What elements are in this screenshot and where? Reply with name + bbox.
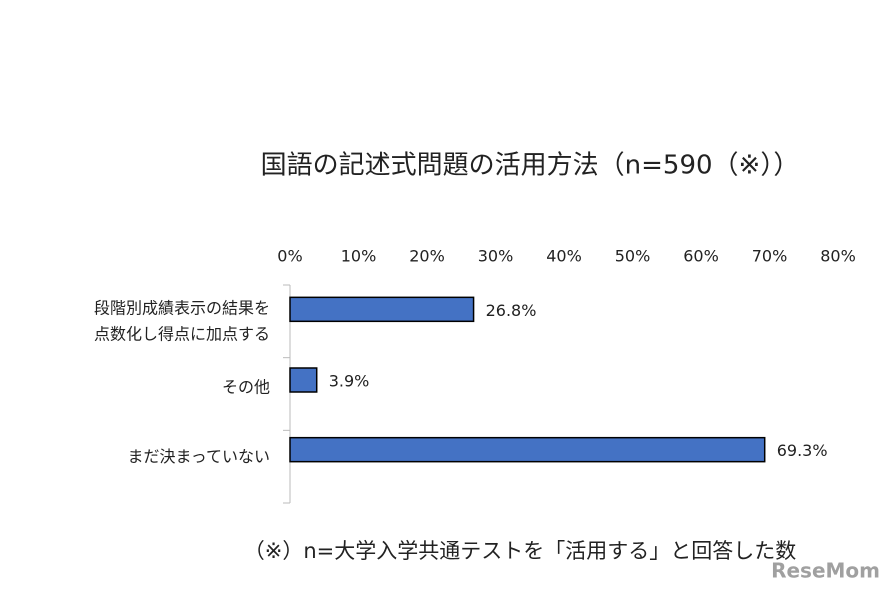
y-tick-label: 段階別成績表示の結果を点数化し得点に加点する [94,298,270,343]
y-tick-label: まだ決まっていない [127,447,270,466]
watermark: ReseMom [771,559,880,583]
chart-title: 国語の記述式問題の活用方法（n=590（※）） [261,151,800,181]
x-tick-label: 80% [820,247,856,266]
bar [289,296,475,323]
x-tick-label: 0% [277,247,302,266]
x-tick-label: 60% [683,247,719,266]
x-tick-label: 50% [615,247,651,266]
x-tick-label: 40% [546,247,582,266]
value-label: 3.9% [329,372,370,391]
x-tick-label: 70% [752,247,788,266]
x-tick-label: 10% [341,247,377,266]
value-label: 69.3% [777,441,828,460]
x-tick-label: 20% [409,247,445,266]
value-label: 26.8% [486,301,537,320]
bar [289,367,318,393]
x-tick-label: 30% [478,247,514,266]
bar [289,436,766,463]
y-tick-label: その他 [222,378,270,397]
footnote: （※）n=大学入学共通テストを「活用する」と回答した数 [244,539,797,563]
